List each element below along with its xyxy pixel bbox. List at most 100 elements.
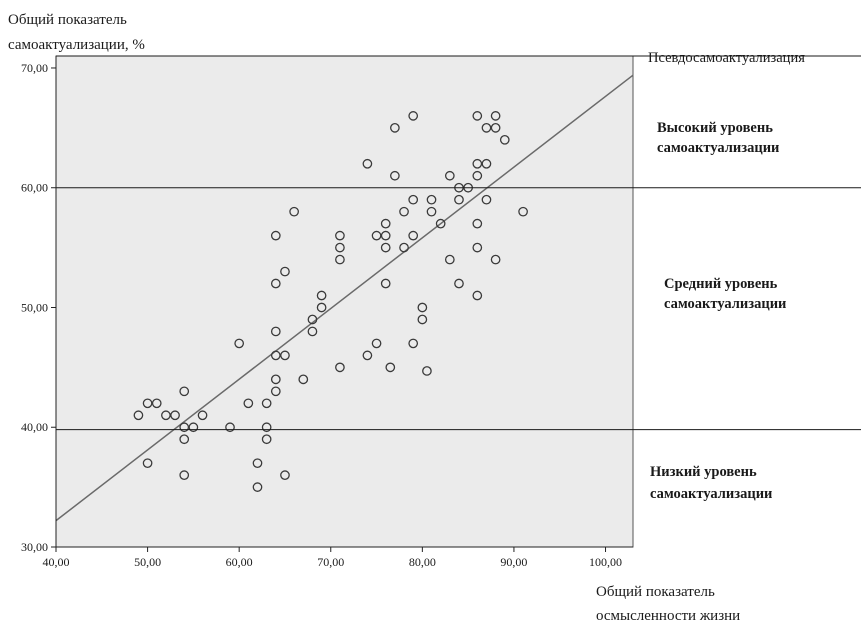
- x-tick-label-0: 40,00: [43, 555, 70, 569]
- x-tick-label-1: 50,00: [134, 555, 161, 569]
- zone-label-medium-line-2: самоактуализации: [664, 296, 786, 312]
- data-point-63: [444, 254, 455, 265]
- data-point-23: [270, 350, 281, 361]
- x-tick-label-3: 70,00: [317, 555, 344, 569]
- data-point-14: [243, 398, 254, 409]
- data-point-25: [270, 386, 281, 397]
- data-point-46: [380, 278, 391, 289]
- data-point-40: [362, 350, 373, 361]
- data-point-1: [142, 398, 153, 409]
- data-point-57: [417, 314, 428, 325]
- data-point-22: [270, 326, 281, 337]
- data-point-15: [252, 458, 263, 469]
- data-point-54: [408, 230, 419, 241]
- zone-label-high-line-1: Высокий уровень: [657, 120, 773, 136]
- data-point-19: [261, 434, 272, 445]
- data-point-32: [307, 326, 318, 337]
- data-point-20: [270, 230, 281, 241]
- data-point-29: [289, 206, 299, 217]
- zone-label-low-line-1: Низкий уровень: [650, 464, 757, 480]
- data-point-30: [298, 374, 309, 385]
- data-point-12: [225, 422, 235, 433]
- data-point-26: [280, 266, 290, 277]
- plot-area: [55, 55, 634, 548]
- data-point-9: [179, 470, 190, 480]
- zone-label-low-line-2: самоактуализации: [650, 486, 772, 502]
- data-point-21: [270, 278, 281, 289]
- data-point-78: [490, 123, 501, 133]
- data-point-42: [371, 338, 382, 349]
- data-point-18: [261, 422, 272, 433]
- data-point-39: [362, 158, 373, 169]
- data-point-5: [170, 410, 180, 421]
- data-point-59: [426, 194, 437, 205]
- data-point-7: [179, 422, 190, 433]
- data-point-72: [472, 242, 483, 253]
- y-tick-label-3: 60,00: [21, 181, 48, 195]
- y-axis-ticks: 30,00 40,00 50,00 60,00 70,00: [21, 61, 56, 554]
- zone-lines: [56, 55, 861, 431]
- data-point-71: [472, 218, 483, 229]
- data-point-13: [234, 338, 245, 349]
- data-points: [133, 111, 528, 492]
- data-point-62: [444, 170, 455, 181]
- data-point-73: [472, 290, 483, 301]
- data-point-24: [270, 374, 281, 385]
- data-point-16: [252, 482, 263, 492]
- data-point-38: [335, 362, 345, 373]
- x-axis-title-line-1: Общий показатель: [596, 584, 715, 600]
- data-point-75: [481, 158, 492, 169]
- y-axis-title-line-1: Общий показатель: [8, 12, 127, 28]
- data-point-79: [490, 254, 501, 265]
- y-axis-title-line-2: самоактуализации, %: [8, 37, 145, 53]
- data-point-17: [261, 398, 272, 409]
- data-point-11: [197, 410, 208, 421]
- data-point-69: [472, 158, 483, 169]
- data-point-66: [454, 278, 464, 289]
- y-tick-label-2: 50,00: [21, 300, 48, 314]
- zone-label-medium-line-1: Средний уровень: [664, 276, 778, 292]
- data-point-41: [371, 230, 382, 241]
- x-tick-label-2: 60,00: [226, 555, 253, 569]
- data-point-51: [399, 242, 409, 253]
- x-axis-title-line-2: осмысленности жизни: [596, 608, 740, 624]
- data-point-8: [179, 434, 190, 445]
- data-point-53: [408, 194, 419, 205]
- data-point-68: [472, 111, 483, 121]
- x-tick-label-5: 90,00: [500, 555, 527, 569]
- x-axis-ticks: 40,00 50,00 60,00 70,00 80,00 90,00 100,00: [43, 547, 622, 569]
- x-tick-label-4: 80,00: [409, 555, 436, 569]
- data-point-34: [316, 302, 327, 313]
- data-point-70: [472, 170, 483, 181]
- data-point-44: [380, 230, 391, 241]
- y-tick-label-4: 70,00: [21, 61, 48, 75]
- data-point-28: [280, 470, 290, 480]
- data-point-36: [335, 242, 345, 253]
- data-point-60: [426, 206, 437, 217]
- data-point-4: [161, 410, 171, 421]
- data-point-3: [151, 398, 162, 409]
- data-point-52: [408, 111, 419, 121]
- data-point-10: [188, 422, 199, 433]
- y-tick-label-1: 40,00: [21, 420, 48, 434]
- data-point-55: [408, 338, 419, 349]
- data-point-65: [454, 194, 464, 205]
- data-point-47: [385, 362, 396, 373]
- data-point-61: [435, 218, 446, 229]
- data-point-74: [481, 123, 492, 133]
- data-point-31: [307, 314, 318, 325]
- y-tick-label-0: 30,00: [21, 540, 48, 554]
- data-point-49: [390, 170, 400, 181]
- zone-label-high-line-2: самоактуализации: [657, 140, 779, 156]
- regression-line-path: [55, 74, 634, 522]
- zone-label-pseudo: Псевдосамоактуализация: [648, 50, 805, 66]
- data-point-81: [518, 206, 528, 217]
- data-point-77: [490, 111, 501, 121]
- data-point-27: [280, 350, 290, 361]
- data-point-48: [390, 123, 400, 133]
- data-point-43: [380, 218, 391, 229]
- data-point-35: [335, 230, 345, 241]
- data-point-2: [142, 458, 153, 469]
- data-point-33: [316, 290, 327, 301]
